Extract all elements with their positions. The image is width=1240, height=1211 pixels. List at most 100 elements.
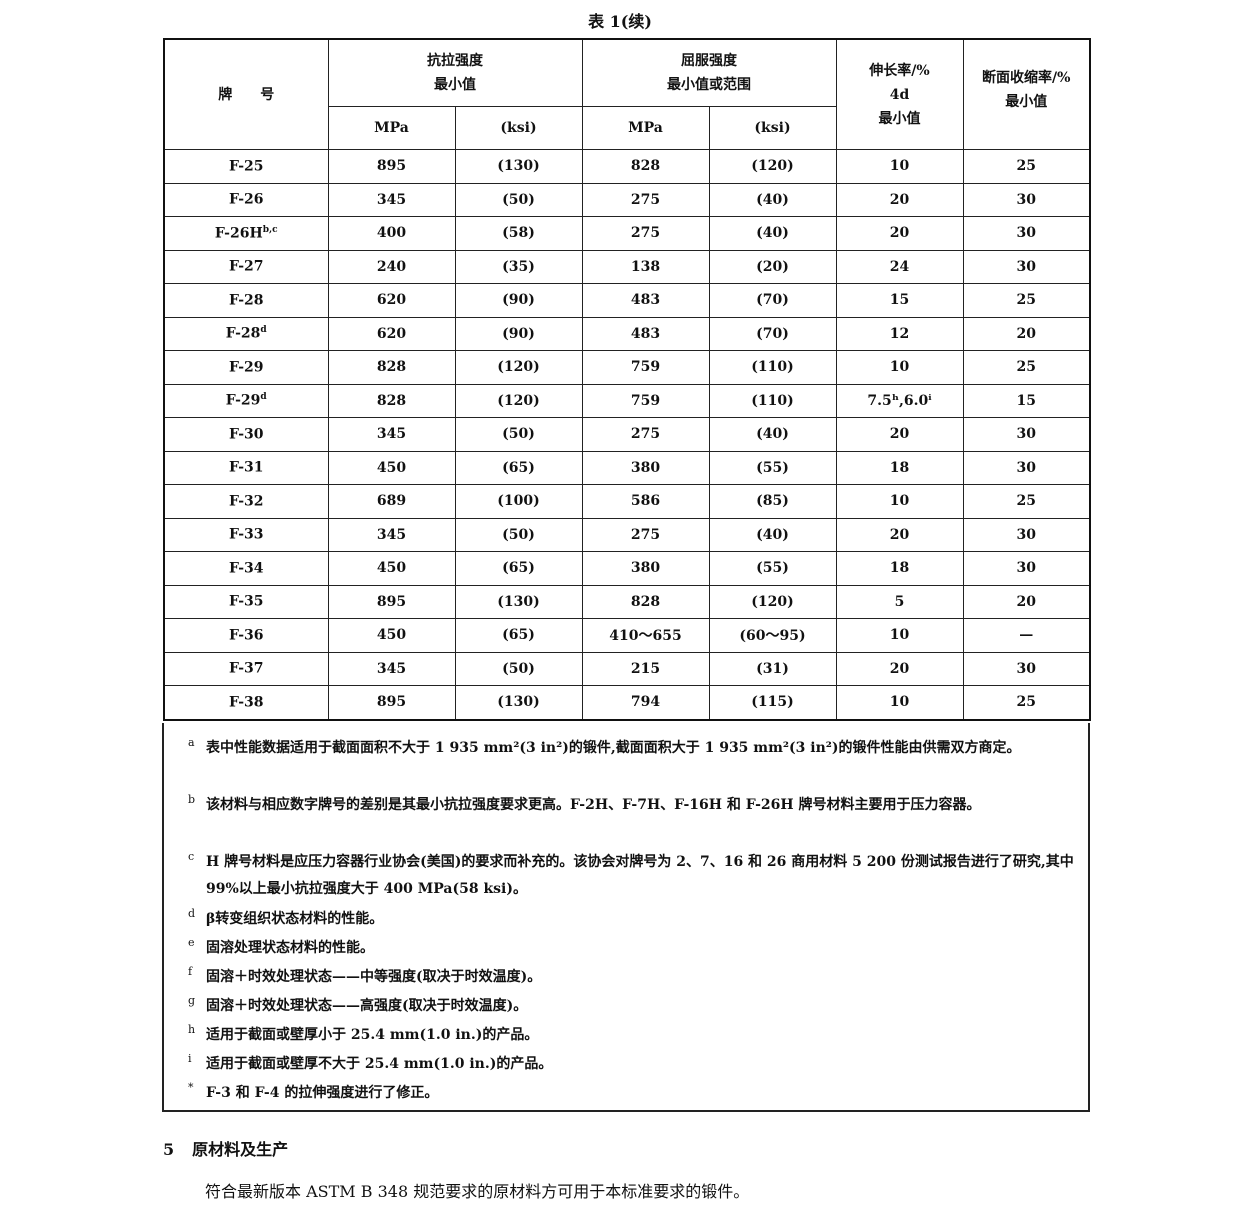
cell-ys-ksi: (70) (708, 283, 837, 318)
cell-ys-mpa: 759 (581, 350, 710, 385)
footnote: c H 牌号材料是应压力容器行业协会(美国)的要求而补充的。该协会对牌号为 2、7… (188, 849, 1086, 903)
cell-ts-ksi: (65) (454, 618, 583, 653)
cell-ts-mpa: 400 (327, 216, 456, 251)
cell-ts-mpa: 345 (327, 651, 456, 686)
grade-footnote-mark: b,c (262, 224, 278, 235)
footnote-text: β转变组织状态材料的性能。 (206, 911, 384, 927)
cell-ys-ksi: (40) (708, 182, 837, 217)
footnote-mark: e (188, 936, 195, 949)
footnote-mark: a (188, 736, 195, 749)
footnote: b 该材料与相应数字牌号的差别是其最小抗拉强度要求更高。F-2H、F-7H、F-1… (188, 792, 1086, 819)
cell-ys-ksi: (40) (708, 417, 837, 452)
table-row: F-34 450 (65) 380 (55) 18 30 (163, 551, 1091, 586)
cell-grade: F-29 (163, 350, 329, 385)
footnote-text: 适用于截面或壁厚小于 25.4 mm(1.0 in.)的产品。 (206, 1027, 539, 1043)
cell-ys-mpa: 828 (581, 584, 710, 619)
cell-ts-ksi: (50) (454, 651, 583, 686)
table-row: F-38 895 (130) 794 (115) 10 25 (163, 685, 1091, 720)
grade-text: F-26 (228, 192, 264, 209)
cell-el: 18 (835, 551, 964, 586)
cell-ys-mpa: 275 (581, 517, 710, 552)
cell-ts-mpa: 240 (327, 249, 456, 284)
footnote-text: F-3 和 F-4 的拉伸强度进行了修正。 (206, 1085, 439, 1101)
cell-ys-mpa: 483 (581, 283, 710, 318)
cell-el: 20 (835, 417, 964, 452)
cell-el: 5 (835, 584, 964, 619)
grade-text: F-30 (228, 426, 264, 443)
cell-grade: F-36 (163, 618, 329, 653)
cell-grade: F-35 (163, 584, 329, 619)
grade-text: F-28 (225, 326, 261, 343)
footnote: e 固溶处理状态材料的性能。 (188, 935, 1086, 962)
cell-ra: 25 (962, 685, 1091, 720)
section-heading: 5 原材料及生产 (163, 1136, 306, 1160)
cell-grade: F-25 (163, 149, 329, 184)
cell-ra: 30 (962, 651, 1091, 686)
cell-ts-mpa: 450 (327, 450, 456, 485)
footnote-text: 表中性能数据适用于截面面积不大于 1 935 mm²(3 in²)的锻件,截面面… (206, 740, 1021, 756)
header-ys-ksi: (ksi) (708, 106, 837, 150)
cell-ts-mpa: 450 (327, 618, 456, 653)
cell-ys-ksi: (70) (708, 316, 837, 351)
table-row: F-28d 620 (90) 483 (70) 12 20 (163, 316, 1091, 351)
footnote-mark: c (188, 850, 195, 863)
cell-ts-ksi: (35) (454, 249, 583, 284)
cell-ys-mpa: 586 (581, 484, 710, 519)
cell-ts-ksi: (50) (454, 417, 583, 452)
footnote: a 表中性能数据适用于截面面积不大于 1 935 mm²(3 in²)的锻件,截面… (188, 735, 1086, 762)
header-elongation: 伸长率/% 4d 最小值 (835, 38, 964, 150)
cell-ts-ksi: (90) (454, 283, 583, 318)
grade-text: F-33 (228, 527, 264, 544)
cell-ts-ksi: (65) (454, 551, 583, 586)
cell-ts-mpa: 895 (327, 149, 456, 184)
cell-ts-ksi: (90) (454, 316, 583, 351)
cell-ra: 25 (962, 149, 1091, 184)
cell-ys-mpa: 410～655 (581, 618, 710, 653)
grade-text: F-37 (228, 661, 264, 678)
section-paragraph: 符合最新版本 ASTM B 348 规范要求的原材料方可用于本标准要求的锻件。 (205, 1182, 750, 1201)
cell-ys-mpa: 380 (581, 551, 710, 586)
grade-text: F-26H (214, 225, 263, 242)
cell-grade: F-26Hb,c (163, 216, 329, 251)
footnote-mark: h (188, 1023, 196, 1036)
cell-ys-ksi: (110) (708, 350, 837, 385)
cell-ts-mpa: 345 (327, 517, 456, 552)
footnote-text: 适用于截面或壁厚不大于 25.4 mm(1.0 in.)的产品。 (206, 1056, 553, 1072)
grade-text: F-38 (228, 694, 264, 711)
cell-ts-mpa: 345 (327, 417, 456, 452)
footnote-mark: f (188, 965, 193, 978)
cell-grade: F-38 (163, 685, 329, 720)
cell-ra: 30 (962, 551, 1091, 586)
cell-ts-mpa: 620 (327, 316, 456, 351)
cell-ts-mpa: 895 (327, 685, 456, 720)
cell-el: 20 (835, 216, 964, 251)
footnote-mark: * (188, 1081, 194, 1094)
grade-text: F-35 (228, 594, 264, 611)
cell-ys-mpa: 483 (581, 316, 710, 351)
section-number: 5 (163, 1140, 175, 1159)
cell-ra: 30 (962, 216, 1091, 251)
cell-ra: 20 (962, 584, 1091, 619)
cell-grade: F-26 (163, 182, 329, 217)
cell-ra: — (962, 618, 1091, 653)
header-yield: 屈服强度 最小值或范围 (581, 38, 837, 107)
table-row: F-26 345 (50) 275 (40) 20 30 (163, 182, 1091, 217)
properties-table: 牌 号 抗拉强度 最小值 屈服强度 最小值或范围 伸长率/% 4d 最小值 断面… (163, 38, 1091, 721)
footnote-text: 固溶处理状态材料的性能。 (206, 940, 374, 956)
cell-grade: F-37 (163, 651, 329, 686)
cell-grade: F-33 (163, 517, 329, 552)
grade-text: F-32 (228, 493, 264, 510)
cell-ys-ksi: (55) (708, 551, 837, 586)
cell-ts-mpa: 828 (327, 383, 456, 418)
cell-ys-ksi: (20) (708, 249, 837, 284)
cell-grade: F-31 (163, 450, 329, 485)
grade-text: F-25 (228, 158, 264, 175)
cell-ts-ksi: (120) (454, 383, 583, 418)
cell-ra: 30 (962, 417, 1091, 452)
table-title: 表 1(续) (588, 12, 652, 31)
cell-ys-mpa: 828 (581, 149, 710, 184)
cell-ts-ksi: (120) (454, 350, 583, 385)
cell-ys-mpa: 759 (581, 383, 710, 418)
grade-text: F-36 (228, 627, 264, 644)
footnote-mark: i (188, 1052, 192, 1065)
